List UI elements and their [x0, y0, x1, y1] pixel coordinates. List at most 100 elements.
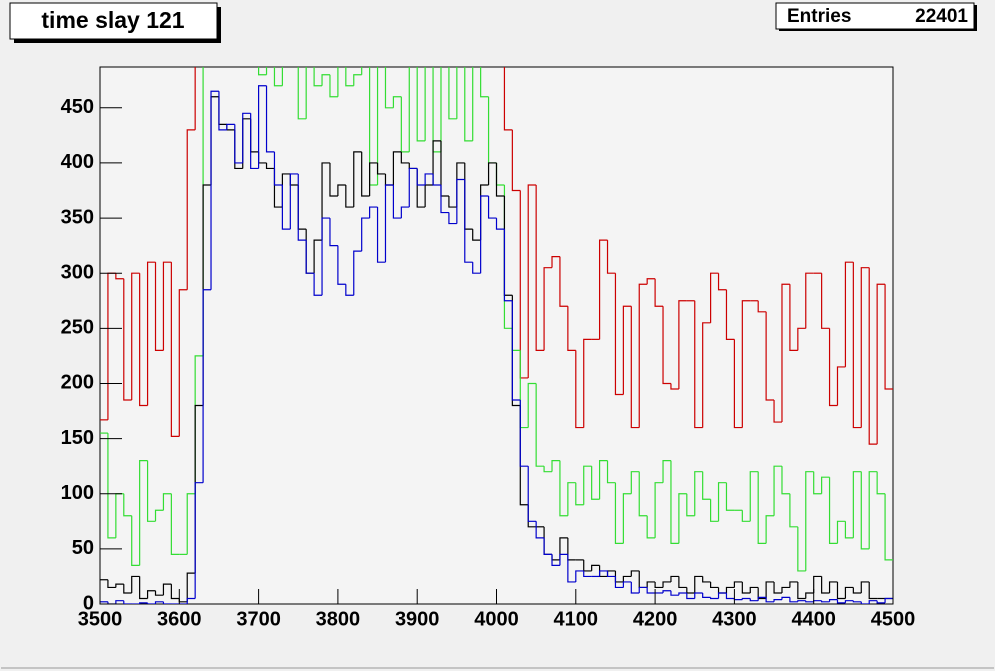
- histogram-bin: [860, 471, 870, 550]
- histogram-bin: [503, 67, 513, 131]
- histogram-bin: [337, 184, 346, 197]
- histogram-bin: [162, 601, 172, 604]
- histogram-bin: [844, 261, 854, 367]
- histogram-bin: [694, 300, 703, 429]
- histogram-bin: [821, 273, 830, 329]
- histogram-bin: [345, 184, 354, 208]
- histogram-bin: [614, 576, 624, 589]
- histogram-bin: [416, 168, 426, 186]
- histogram-bin: [131, 515, 140, 567]
- histogram-bin: [670, 575, 679, 582]
- histogram-bin: [741, 597, 751, 600]
- histogram-bin: [369, 162, 378, 197]
- histogram-bin: [868, 267, 878, 445]
- histogram-bin: [107, 433, 116, 539]
- histogram-bin: [170, 493, 180, 555]
- histogram-bin: [717, 273, 727, 291]
- x-tick-label: 3800: [316, 608, 361, 630]
- histogram-bin: [765, 597, 775, 603]
- histogram-bin: [717, 482, 727, 522]
- histogram-bin: [361, 151, 370, 197]
- histogram-bin: [170, 584, 180, 600]
- histogram-bin: [583, 570, 592, 578]
- chart-title: time slay 121: [41, 7, 184, 33]
- histogram-bin: [400, 206, 410, 219]
- histogram-bin: [876, 600, 886, 604]
- histogram-bin: [670, 383, 679, 390]
- histogram-bin: [630, 581, 640, 594]
- histogram-bin: [345, 284, 354, 296]
- histogram-bin: [321, 217, 330, 296]
- histogram-bin: [781, 283, 790, 423]
- histogram-bin: [765, 581, 775, 599]
- y-tick-label: 400: [61, 151, 94, 173]
- histogram-bin: [297, 173, 307, 241]
- histogram-bin: [551, 460, 560, 472]
- histogram-bin: [472, 262, 481, 274]
- histogram-bin: [162, 493, 172, 511]
- histogram-bin: [559, 256, 568, 307]
- histogram-bin: [733, 581, 743, 588]
- histogram-bin: [527, 184, 537, 378]
- histogram-bin: [678, 493, 687, 544]
- histogram-bin: [868, 471, 878, 549]
- histogram-bin: [511, 129, 521, 192]
- histogram-bin: [654, 581, 664, 589]
- histogram-bin: [162, 261, 172, 351]
- histogram-bin: [487, 196, 497, 219]
- histogram-bin: [741, 581, 751, 594]
- histogram-bin: [749, 586, 759, 593]
- histogram-bin: [440, 184, 449, 214]
- histogram-bin: [384, 184, 394, 263]
- histogram-bin: [329, 162, 338, 197]
- histogram-bin: [646, 581, 656, 588]
- histogram-bin: [464, 179, 473, 263]
- histogram-bin: [131, 272, 140, 401]
- histogram-bin: [456, 67, 458, 119]
- histogram-bin: [472, 229, 481, 241]
- histogram-bin: [614, 273, 624, 396]
- histogram-bin: [686, 493, 695, 517]
- histogram-bin: [662, 581, 671, 588]
- histogram-bin: [630, 471, 640, 494]
- histogram-bin: [702, 592, 711, 598]
- histogram-bin: [630, 306, 640, 429]
- histogram-bin: [741, 510, 751, 522]
- histogram-bin: [805, 272, 814, 329]
- histogram-bin: [702, 471, 711, 500]
- histogram-bin: [123, 493, 132, 517]
- histogram-bin: [622, 493, 632, 544]
- histogram-bin: [369, 206, 378, 219]
- x-tick-label: 4400: [791, 608, 836, 630]
- histogram-bin: [710, 581, 719, 589]
- x-tick-label: 4000: [474, 608, 519, 630]
- y-tick-label: 300: [61, 261, 94, 283]
- histogram-bin: [424, 67, 426, 141]
- histogram-bin: [852, 262, 862, 429]
- histogram-bin: [868, 600, 878, 604]
- histogram-bin: [725, 482, 735, 511]
- histogram-bin: [591, 466, 600, 500]
- histogram-bin: [186, 572, 196, 602]
- y-tick-label: 150: [61, 427, 94, 449]
- histogram-bin: [678, 592, 687, 596]
- histogram-bin: [107, 579, 116, 589]
- y-tick-label: 200: [61, 372, 94, 394]
- histogram-bin: [107, 601, 116, 604]
- histogram-bin: [448, 67, 457, 120]
- x-tick-label: 4100: [554, 608, 599, 630]
- histogram-bin: [884, 597, 893, 603]
- histogram-bin: [781, 596, 790, 600]
- histogram-bin: [725, 289, 735, 340]
- histogram-bin: [646, 587, 656, 594]
- histogram-bin: [281, 67, 283, 86]
- histogram-bin: [789, 284, 798, 351]
- histogram-bin: [694, 471, 703, 516]
- histogram-bin: [154, 590, 164, 596]
- histogram-bin: [678, 576, 687, 589]
- histogram-bin: [844, 600, 854, 603]
- histogram-bin: [622, 575, 632, 582]
- histogram-bin: [702, 576, 711, 583]
- histogram-bin: [789, 493, 798, 528]
- histogram-bin: [884, 493, 893, 561]
